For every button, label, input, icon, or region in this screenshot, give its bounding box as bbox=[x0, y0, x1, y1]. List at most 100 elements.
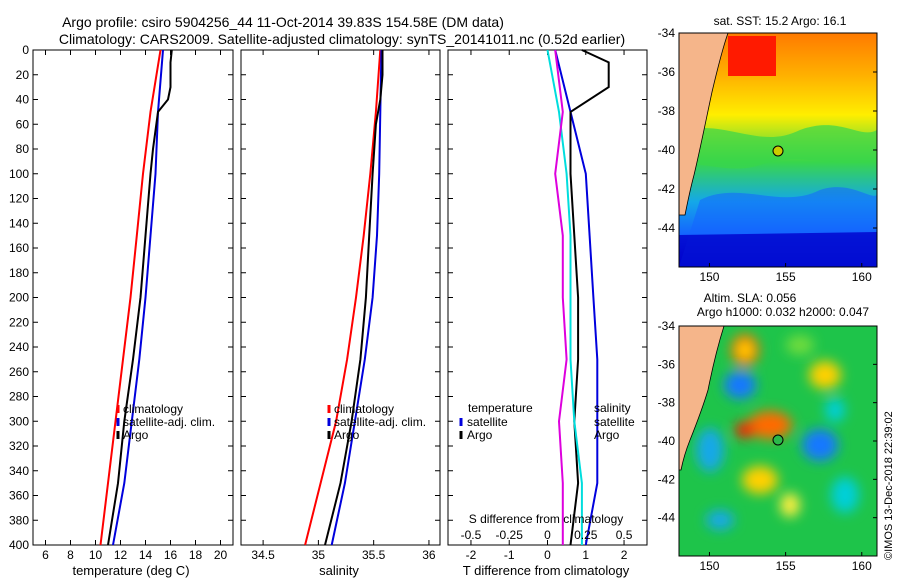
difference-series-salinity-satellite bbox=[546, 49, 583, 545]
sla-lat-tick-label: -36 bbox=[658, 357, 676, 371]
depth-tick-label: 0 bbox=[22, 43, 29, 57]
depth-tick-label: 80 bbox=[16, 142, 30, 156]
difference-x-tick-label: 1 bbox=[582, 548, 589, 562]
temperature-x-tick-label: 14 bbox=[139, 548, 153, 562]
sst-lon-tick-label: 155 bbox=[776, 270, 796, 284]
difference-series-salinity-argo bbox=[554, 49, 568, 545]
sst-lon-tick-label: 160 bbox=[852, 270, 872, 284]
difference-x-tick-label: -1 bbox=[504, 548, 515, 562]
depth-tick-label: 180 bbox=[9, 266, 29, 280]
s-difference-tick-label: -0.25 bbox=[496, 528, 524, 542]
salinity-panel: 34.5 35 35.5 36 climatology satellite-adj. … bbox=[240, 49, 441, 578]
depth-tick-label: 320 bbox=[9, 439, 29, 453]
sla-argo-marker bbox=[772, 434, 784, 446]
legend-climatology-label: climatology bbox=[123, 402, 183, 416]
legend-t-satellite-label: satellite bbox=[467, 415, 508, 429]
depth-tick-label: 240 bbox=[9, 340, 29, 354]
legend-temperature-label: temperature bbox=[468, 401, 533, 415]
sst-lat-tick-label: -34 bbox=[658, 26, 676, 40]
difference-series-temperature-argo bbox=[569, 49, 610, 546]
sst-argo-marker bbox=[772, 145, 784, 157]
legend-s-satellite-label: satellite bbox=[594, 415, 635, 429]
legend-s-argo-label: Argo bbox=[594, 428, 620, 442]
temperature-x-tick-label: 12 bbox=[114, 548, 128, 562]
salinity-series-argo bbox=[324, 50, 384, 546]
temperature-axes-frame bbox=[32, 49, 234, 546]
depth-tick-label: 280 bbox=[9, 390, 29, 404]
sst-warm-patch bbox=[728, 36, 776, 76]
salinity-legend: climatology satellite-adj. clim. Argo bbox=[327, 402, 426, 442]
salinity-xlabel: salinity bbox=[319, 563, 359, 578]
t-difference-xlabel: T difference from climatology bbox=[463, 563, 630, 578]
sst-map-title: sat. SST: 15.2 Argo: 16.1 bbox=[714, 14, 847, 28]
depth-tick-label: 260 bbox=[9, 365, 29, 379]
sst-land bbox=[679, 33, 729, 216]
depth-tick-label: 140 bbox=[9, 216, 29, 230]
temperature-x-tick-label: 8 bbox=[67, 548, 74, 562]
s-difference-tick-label: 0.5 bbox=[616, 528, 633, 542]
salinity-series-climatology bbox=[304, 49, 382, 546]
sst-lon-tick-label: 150 bbox=[699, 270, 719, 284]
salinity-x-tick-label: 35 bbox=[312, 548, 326, 562]
sla-lat-tick-label: -34 bbox=[658, 319, 676, 333]
depth-tick-label: 40 bbox=[16, 93, 30, 107]
salinity-axes-frame bbox=[240, 49, 441, 546]
temperature-panel: 0 20 40 60 80 100 120 140 160 180 200 220 240 260 280 3… bbox=[9, 43, 234, 578]
sla-lat-tick-label: -44 bbox=[658, 511, 676, 525]
temperature-x-tick-label: 6 bbox=[42, 548, 49, 562]
legend-argo-label: Argo bbox=[334, 428, 360, 442]
legend-argo-label: Argo bbox=[123, 428, 149, 442]
difference-legend-right: salinity satellite Argo bbox=[594, 401, 635, 442]
s-difference-tick-label: -0.5 bbox=[461, 528, 482, 542]
temperature-x-tick-label: 18 bbox=[189, 548, 203, 562]
sla-lon-tick-label: 160 bbox=[852, 559, 872, 573]
depth-tick-label: 340 bbox=[9, 464, 29, 478]
legend-satellite-label: satellite-adj. clim. bbox=[123, 415, 215, 429]
difference-x-tick-label: 0 bbox=[544, 548, 551, 562]
salinity-x-tick-label: 36 bbox=[422, 548, 436, 562]
legend-satellite-label: satellite-adj. clim. bbox=[334, 415, 426, 429]
legend-salinity-label: salinity bbox=[594, 401, 631, 415]
depth-tick-label: 300 bbox=[9, 414, 29, 428]
temperature-x-tick-label: 16 bbox=[164, 548, 178, 562]
sst-lat-tick-label: -44 bbox=[658, 221, 676, 235]
depth-tick-label: 20 bbox=[16, 68, 30, 82]
sla-map-panel: Altim. SLA: 0.056 Argo h1000: 0.032 h200… bbox=[658, 291, 878, 573]
title-line-1: Argo profile: csiro 5904256_44 11-Oct-20… bbox=[62, 14, 504, 30]
temperature-series-satellite-adj-clim- bbox=[112, 49, 164, 546]
sla-map-title-2: Argo h1000: 0.032 h2000: 0.047 bbox=[697, 305, 869, 319]
depth-tick-label: 100 bbox=[9, 167, 29, 181]
imos-credit: ©IMOS 13-Dec-2018 22:39:02 bbox=[883, 411, 895, 560]
temperature-legend: climatology satellite-adj. clim. Argo bbox=[116, 402, 215, 442]
difference-legend-left: temperature satellite Argo bbox=[459, 401, 533, 442]
temperature-series-argo bbox=[107, 49, 173, 546]
difference-axes-frame bbox=[447, 49, 648, 546]
salinity-series-satellite-adj-clim- bbox=[330, 49, 383, 546]
depth-tick-label: 380 bbox=[9, 513, 29, 527]
difference-series-temperature-satellite bbox=[554, 49, 599, 546]
sst-lat-tick-label: -42 bbox=[658, 182, 676, 196]
depth-tick-label: 360 bbox=[9, 489, 29, 503]
depth-tick-label: 200 bbox=[9, 291, 29, 305]
s-difference-tick-label: 0.25 bbox=[574, 528, 598, 542]
sst-map-panel: sat. SST: 15.2 Argo: 16.1 150 155 160 -34 -3… bbox=[658, 14, 878, 284]
temperature-series-climatology bbox=[99, 49, 162, 546]
sla-land bbox=[679, 326, 725, 471]
difference-x-tick-label: -2 bbox=[466, 548, 477, 562]
s-difference-label: S difference from climatology bbox=[469, 512, 624, 526]
temperature-x-tick-label: 20 bbox=[214, 548, 228, 562]
sst-lat-tick-label: -36 bbox=[658, 65, 676, 79]
depth-tick-label: 400 bbox=[9, 538, 29, 552]
sst-lat-tick-label: -40 bbox=[658, 143, 676, 157]
sla-map-title-1: Altim. SLA: 0.056 bbox=[704, 291, 797, 305]
sla-lat-tick-label: -38 bbox=[658, 396, 676, 410]
salinity-x-tick-label: 35.5 bbox=[362, 548, 386, 562]
sla-lat-tick-label: -40 bbox=[658, 434, 676, 448]
depth-tick-label: 120 bbox=[9, 192, 29, 206]
sla-lon-tick-label: 155 bbox=[776, 559, 796, 573]
difference-panel: -2 -1 0 1 2 temperature satellite Argo salin… bbox=[447, 49, 648, 578]
temperature-x-tick-label: 10 bbox=[89, 548, 103, 562]
salinity-x-tick-label: 34.5 bbox=[251, 548, 275, 562]
legend-climatology-label: climatology bbox=[334, 402, 394, 416]
